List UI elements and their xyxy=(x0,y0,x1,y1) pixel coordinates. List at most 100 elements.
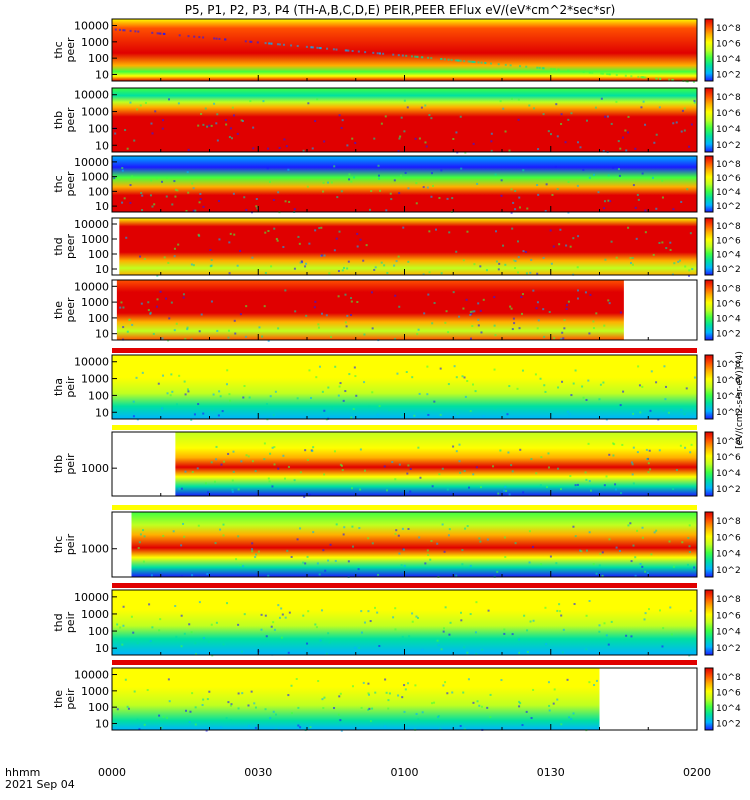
panel-label-instrument: peir xyxy=(64,453,77,475)
colorbar-tick-label: 10^6 xyxy=(716,39,741,49)
colorbar-7 xyxy=(704,431,714,497)
panel-label-probe: thd xyxy=(52,237,65,255)
y-tick-label: 100 xyxy=(88,625,109,638)
panel-label-instrument: peir xyxy=(64,533,77,555)
colorbar-tick-label: 10^4 xyxy=(716,188,741,198)
spectrogram-texture-10 xyxy=(112,677,598,732)
colorbar-label: [eV/(cm2-s-sr-eV)] (4) xyxy=(735,351,745,449)
colorbar-tick-label: 10^4 xyxy=(716,315,741,325)
y-tick-label: 10 xyxy=(95,200,109,213)
colorbar-tick-label: 10^2 xyxy=(716,330,741,340)
colorbar-tick-label: 10^4 xyxy=(716,704,741,714)
colorbar-tick-label: 10^4 xyxy=(716,125,741,135)
colorbar-tick-label: 10^2 xyxy=(716,202,741,212)
colorbar-tick-label: 10^2 xyxy=(716,566,741,576)
x-tick-label: 0000 xyxy=(98,766,126,779)
colorbar-tick-label: 10^6 xyxy=(716,109,741,119)
panel-label-probe: tha xyxy=(52,378,65,396)
y-tick-label: 10 xyxy=(95,642,109,655)
panel-label-probe: thc xyxy=(52,41,65,58)
spectrogram-10 xyxy=(112,668,600,730)
y-tick-label: 1000 xyxy=(81,685,109,698)
colorbar-1 xyxy=(704,18,714,82)
colorbar-tick-label: 10^4 xyxy=(716,251,741,261)
flag-bar-4 xyxy=(112,583,697,588)
colorbar-tick-label: 10^6 xyxy=(716,236,741,246)
panel-label-instrument: peer xyxy=(64,171,77,197)
x-label-row2: 2021 Sep 04 xyxy=(5,778,75,791)
spectrogram-2 xyxy=(112,88,697,152)
colorbar-4 xyxy=(704,217,714,276)
colorbar-tick-label: 10^4 xyxy=(716,628,741,638)
spectrogram-6 xyxy=(112,355,697,419)
y-tick-label: 100 xyxy=(88,185,109,198)
y-tick-label: 10 xyxy=(95,68,109,81)
panel-label-probe: the xyxy=(52,690,65,708)
y-tick-label: 1000 xyxy=(81,608,109,621)
y-tick-label: 10 xyxy=(95,406,109,419)
y-tick-label: 10 xyxy=(95,263,109,276)
y-tick-label: 100 xyxy=(88,52,109,65)
y-tick-label: 100 xyxy=(88,248,109,261)
panel-label-probe: thc xyxy=(52,175,65,192)
spectrogram-texture-3 xyxy=(113,164,689,214)
colorbar-tick-label: 10^2 xyxy=(716,485,741,495)
panel-label-probe: thb xyxy=(52,111,65,129)
y-tick-label: 1000 xyxy=(81,462,109,475)
colorbar-tick-label: 10^8 xyxy=(716,437,741,447)
x-tick-label: 0030 xyxy=(244,766,272,779)
spectrogram-texture-5 xyxy=(119,289,622,342)
colorbar-tick-label: 10^8 xyxy=(716,517,741,527)
panel-label-instrument: peir xyxy=(64,688,77,710)
colorbar-tick-label: 10^2 xyxy=(716,70,741,80)
spectrogram-1 xyxy=(112,19,697,81)
colorbar-5 xyxy=(704,279,714,341)
colorbar-10 xyxy=(704,667,714,731)
spectrogram-texture-6 xyxy=(132,365,696,421)
chart-title: P5, P1, P2, P3, P4 (TH-A,B,C,D,E) PEIR,P… xyxy=(185,3,616,17)
panel-label-instrument: peer xyxy=(64,234,77,260)
spectrogram-8 xyxy=(131,512,697,577)
colorbar-tick-label: 10^4 xyxy=(716,55,741,65)
panel-label-instrument: peer xyxy=(64,107,77,133)
colorbar-tick-label: 10^6 xyxy=(716,300,741,310)
y-tick-label: 10000 xyxy=(74,218,109,231)
panel-label-instrument: peer xyxy=(64,297,77,323)
colorbar-tick-label: 10^2 xyxy=(716,644,741,654)
y-tick-label: 100 xyxy=(88,312,109,325)
colorbar-9 xyxy=(704,589,714,656)
panel-label-probe: the xyxy=(52,301,65,319)
panel-label-probe: thd xyxy=(52,613,65,631)
y-tick-label: 10 xyxy=(95,328,109,341)
colorbar-tick-label: 10^4 xyxy=(716,550,741,560)
y-tick-label: 1000 xyxy=(81,373,109,386)
colorbar-3 xyxy=(704,155,714,213)
spectrogram-7 xyxy=(175,432,697,496)
colorbar-tick-label: 10^8 xyxy=(716,360,741,370)
y-tick-label: 1000 xyxy=(81,106,109,119)
y-tick-label: 10000 xyxy=(74,280,109,293)
colorbar-tick-label: 10^8 xyxy=(716,24,741,34)
y-tick-label: 10000 xyxy=(74,591,109,604)
colorbar-8 xyxy=(704,511,714,578)
spectrogram-9 xyxy=(112,590,697,655)
y-tick-label: 10000 xyxy=(74,20,109,33)
panel-label-instrument: peir xyxy=(64,376,77,398)
flag-bar-1 xyxy=(112,348,697,353)
colorbar-tick-label: 10^4 xyxy=(716,392,741,402)
spectrogram-3 xyxy=(112,156,697,212)
spectrogram-4 xyxy=(119,218,697,275)
colorbar-tick-label: 10^8 xyxy=(716,673,741,683)
x-tick-label: 0200 xyxy=(683,766,711,779)
colorbar-tick-label: 10^2 xyxy=(716,408,741,418)
x-tick-label: 0130 xyxy=(537,766,565,779)
colorbar-tick-label: 10^6 xyxy=(716,376,741,386)
y-tick-label: 1000 xyxy=(81,171,109,184)
colorbar-tick-label: 10^8 xyxy=(716,595,741,605)
panel-label-probe: thc xyxy=(52,536,65,553)
colorbar-tick-label: 10^6 xyxy=(716,611,741,621)
y-tick-label: 100 xyxy=(88,701,109,714)
y-tick-label: 1000 xyxy=(81,233,109,246)
